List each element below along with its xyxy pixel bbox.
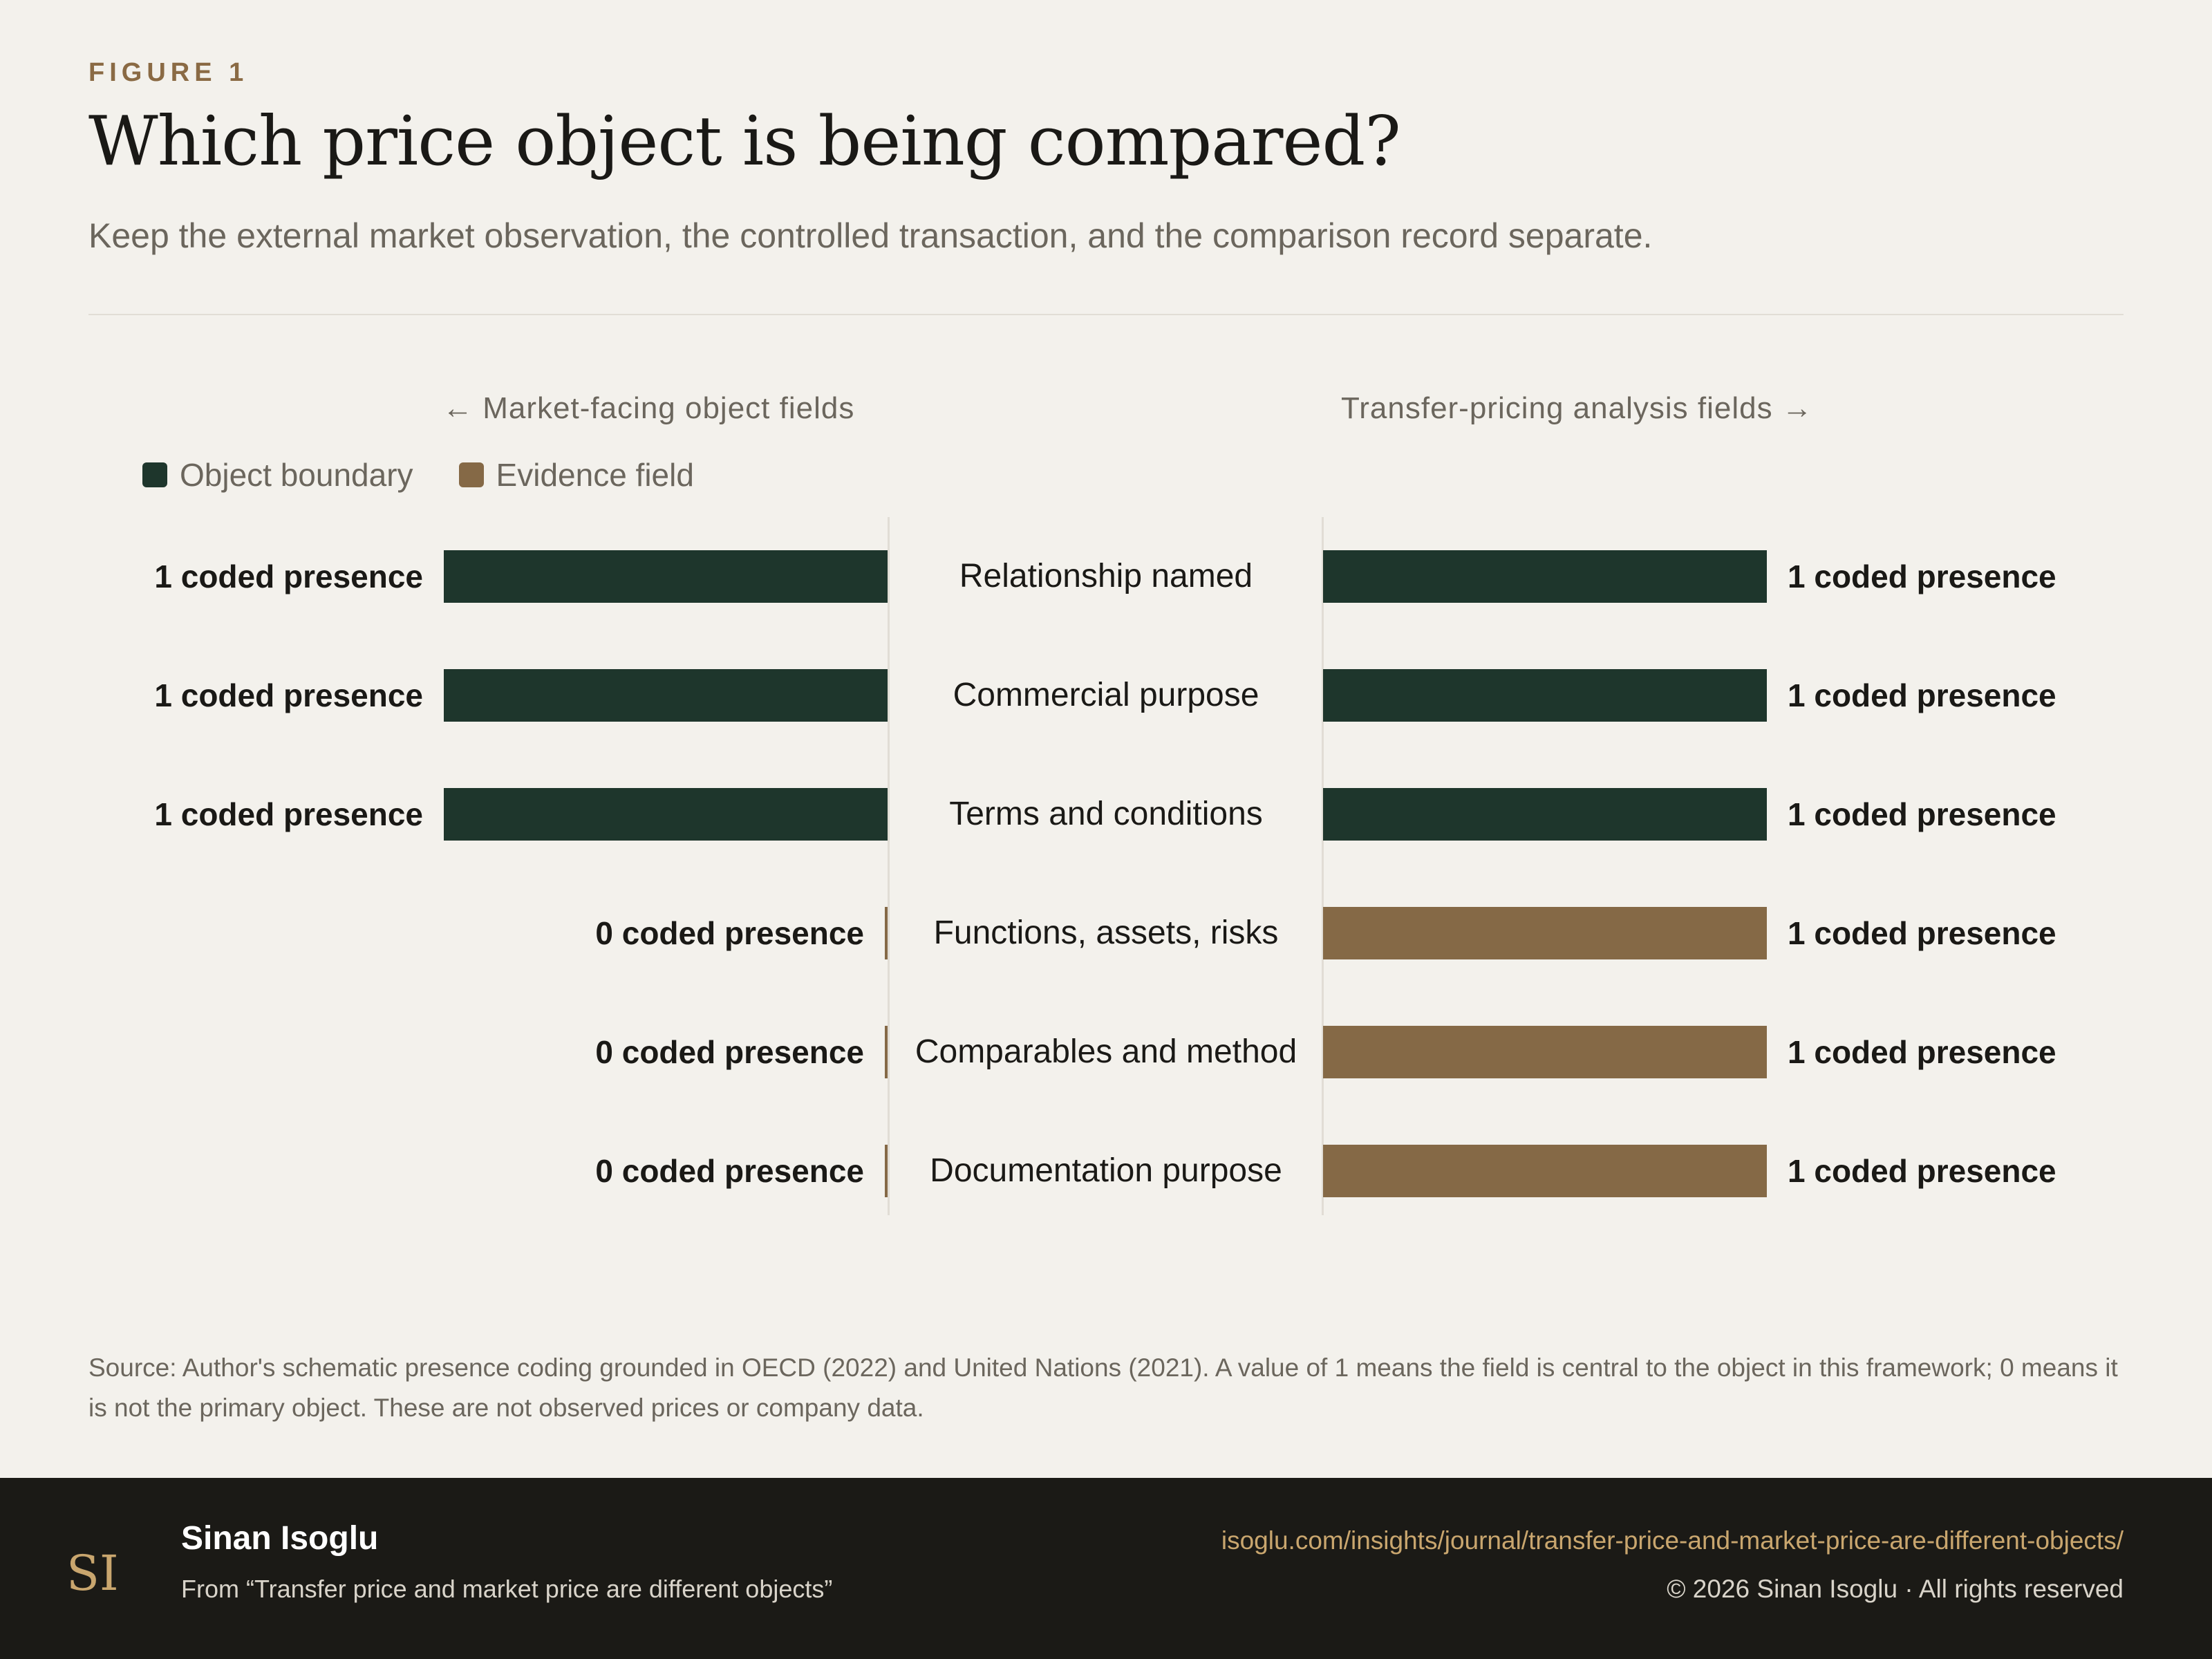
- left-value-label: 0 coded presence: [595, 1153, 864, 1189]
- legend-item-object-boundary: Object boundary: [142, 456, 413, 494]
- category-label: Commercial purpose: [953, 677, 1259, 713]
- right-bar: [1323, 788, 1767, 841]
- category-label: Functions, assets, risks: [933, 915, 1279, 951]
- right-bar: [1323, 550, 1767, 603]
- right-value-label: 1 coded presence: [1788, 1153, 2056, 1189]
- category-label: Documentation purpose: [930, 1152, 1282, 1189]
- left-value-label: 1 coded presence: [154, 559, 423, 594]
- left-side-heading: ← Market-facing object fields: [442, 391, 855, 425]
- right-value-label: 1 coded presence: [1788, 677, 2056, 713]
- page-title: Which price object is being compared?: [88, 102, 1401, 181]
- right-value-label: 1 coded presence: [1788, 1034, 2056, 1070]
- copyright-notice: © 2026 Sinan Isoglu · All rights reserve…: [1667, 1575, 2124, 1603]
- legend-swatch-evidence-field: [458, 462, 484, 487]
- left-bar: [444, 550, 888, 603]
- right-bar: [1323, 1145, 1767, 1197]
- left-bar: [885, 1145, 888, 1197]
- left-value-label: 1 coded presence: [154, 677, 423, 713]
- left-value-label: 1 coded presence: [154, 796, 423, 832]
- left-axis-line: [888, 517, 890, 1215]
- category-label: Comparables and method: [915, 1033, 1297, 1070]
- header-divider: [88, 314, 2124, 315]
- right-value-label: 1 coded presence: [1788, 915, 2056, 951]
- chart-legend: Object boundary Evidence field: [142, 456, 694, 494]
- footer: SI Sinan Isoglu From “Transfer price and…: [0, 1478, 2212, 1659]
- left-bar: [444, 788, 888, 841]
- left-value-label: 0 coded presence: [595, 1034, 864, 1070]
- category-label: Terms and conditions: [949, 796, 1263, 832]
- left-bar: [444, 669, 888, 722]
- page-subtitle: Keep the external market observation, th…: [88, 216, 1653, 255]
- right-bar: [1323, 669, 1767, 722]
- article-link[interactable]: isoglu.com/insights/journal/transfer-pri…: [1221, 1526, 2124, 1555]
- category-label: Relationship named: [959, 558, 1253, 594]
- monogram-logo-icon: SI: [66, 1545, 119, 1602]
- right-axis-line: [1322, 517, 1324, 1215]
- left-bar: [885, 1026, 888, 1078]
- right-value-label: 1 coded presence: [1788, 796, 2056, 832]
- legend-swatch-object-boundary: [142, 462, 167, 487]
- right-value-label: 1 coded presence: [1788, 559, 2056, 594]
- legend-item-evidence-field: Evidence field: [458, 456, 694, 494]
- right-bar: [1323, 1026, 1767, 1078]
- author-name: Sinan Isoglu: [181, 1520, 379, 1557]
- right-side-heading: Transfer-pricing analysis fields →: [1341, 391, 1813, 425]
- left-bar: [885, 907, 888, 959]
- legend-label-evidence-field: Evidence field: [496, 457, 694, 493]
- source-note: Source: Author's schematic presence codi…: [88, 1353, 2118, 1422]
- legend-label-object-boundary: Object boundary: [180, 457, 413, 493]
- article-reference: From “Transfer price and market price ar…: [181, 1575, 833, 1603]
- left-value-label: 0 coded presence: [595, 915, 864, 951]
- right-bar: [1323, 907, 1767, 959]
- figure-eyebrow: FIGURE 1: [88, 58, 249, 87]
- svg-text:SI: SI: [66, 1545, 119, 1602]
